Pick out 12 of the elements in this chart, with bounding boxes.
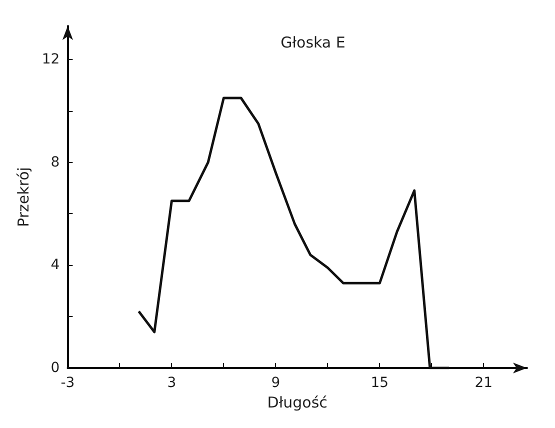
text: Głoska E bbox=[280, 34, 346, 52]
x-axis-title: Długość bbox=[267, 393, 328, 412]
y-axis-title: Przekrój bbox=[14, 167, 32, 227]
y-tick-label: 8 bbox=[50, 154, 60, 170]
y-tick-label: 12 bbox=[42, 51, 60, 68]
x-tick-label: 3 bbox=[167, 375, 176, 391]
y-tick-label: 0 bbox=[50, 360, 60, 376]
x-tick-label: 15 bbox=[370, 375, 389, 391]
x-tick-label: -3 bbox=[60, 375, 75, 391]
x-tick-label: 21 bbox=[474, 375, 493, 391]
y-tick-label: 4 bbox=[50, 257, 60, 274]
x-tick-label: 9 bbox=[271, 375, 280, 391]
